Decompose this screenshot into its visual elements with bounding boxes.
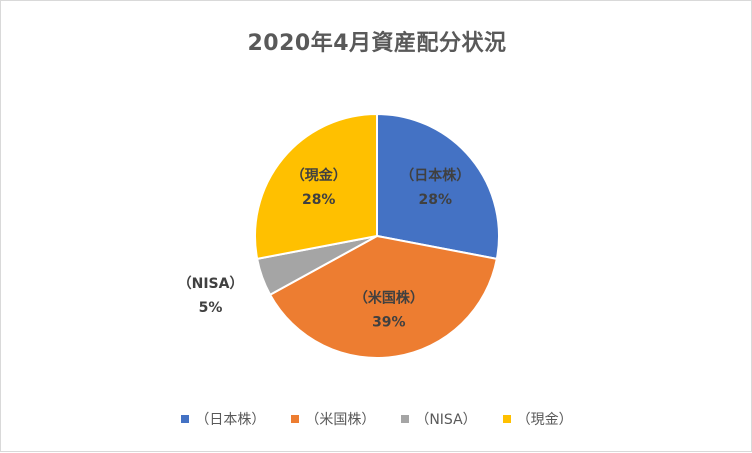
slice-cash — [254, 112, 378, 261]
data-label-category: （現金） — [291, 167, 347, 184]
data-labels: （日本株） 28% （米国株） 39% （NISA） 5% （現金） 28% — [178, 167, 471, 331]
legend-swatch — [181, 415, 190, 423]
slice-japan-stocks — [376, 112, 500, 261]
slice-us-stocks — [268, 234, 499, 359]
legend-swatch — [401, 415, 410, 423]
data-label-value: 5% — [199, 300, 223, 316]
legend-item-cash: （現金） — [502, 409, 573, 429]
data-label-value: 39% — [372, 315, 406, 331]
legend-item-japan-stocks: （日本株） — [181, 409, 265, 429]
pie-slices — [254, 112, 500, 359]
legend-swatch — [502, 415, 511, 423]
legend: （日本株） （米国株） （NISA） （現金） — [1, 409, 752, 429]
chart-title: 2020年4月資産配分状況 — [247, 31, 507, 56]
legend-label: （日本株） — [195, 412, 266, 428]
legend-label: （米国株） — [305, 412, 376, 428]
data-label-category: （NISA） — [178, 276, 244, 292]
data-label-value: 28% — [302, 192, 336, 208]
data-label-category: （米国株） — [354, 290, 424, 307]
legend-item-us-stocks: （米国株） — [291, 409, 375, 429]
data-label-value: 28% — [419, 192, 453, 208]
legend-item-nisa: （NISA） — [401, 409, 477, 429]
legend-swatch — [291, 415, 300, 423]
legend-label: （NISA） — [415, 412, 477, 428]
legend-label: （現金） — [516, 412, 573, 428]
data-label-category: （日本株） — [400, 167, 470, 184]
